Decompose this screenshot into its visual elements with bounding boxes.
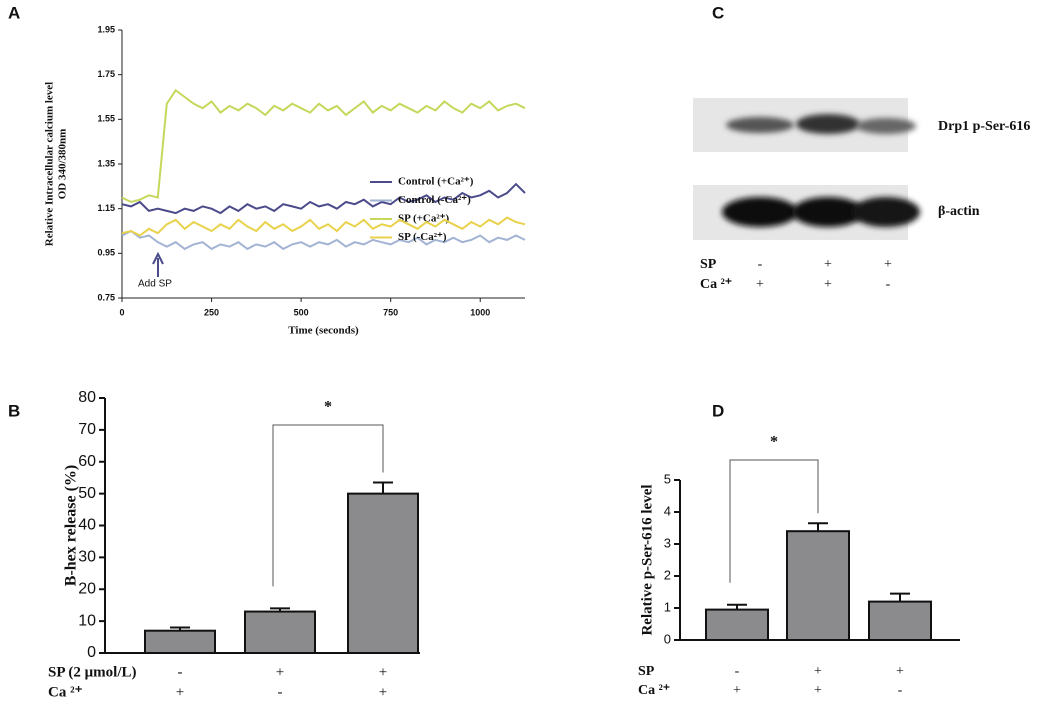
blot-band xyxy=(852,197,920,227)
y-tick-label: 60 xyxy=(78,453,96,470)
condition-label: SP (2 μmol/L) xyxy=(48,664,137,680)
y-tick-label: 0.95 xyxy=(97,248,115,258)
y-tick-label: 4 xyxy=(664,503,671,518)
bar xyxy=(244,610,316,654)
series-line xyxy=(121,88,526,204)
legend-label: Control (-Ca²⁺) xyxy=(398,194,471,206)
x-tick-label: 250 xyxy=(204,307,219,317)
panel-label: D xyxy=(712,401,724,420)
condition-mark: - xyxy=(886,277,891,292)
blot xyxy=(693,98,920,240)
bar xyxy=(705,608,769,641)
annotation-arrow xyxy=(152,251,164,277)
condition-label: Ca ²⁺ xyxy=(48,684,83,700)
y-tick-label: 40 xyxy=(78,517,96,534)
y-tick-label: 30 xyxy=(78,549,96,566)
y-tick-label: 1.15 xyxy=(97,203,115,213)
condition-mark: + xyxy=(814,664,822,679)
bar xyxy=(347,492,419,654)
significance-label: * xyxy=(770,434,778,451)
band-label: Drp1 p-Ser-616 xyxy=(938,119,1030,134)
y-tick-label: 0 xyxy=(87,644,96,661)
y-tick-label: 80 xyxy=(78,389,96,406)
y-axis-label: Relative Intracellular calcium level xyxy=(44,82,56,246)
condition-mark: + xyxy=(814,683,822,698)
y-tick-label: 3 xyxy=(664,535,671,550)
condition-mark: + xyxy=(379,684,387,700)
y-tick-label: 50 xyxy=(78,485,96,502)
condition-mark: - xyxy=(758,257,763,272)
panel-label: A xyxy=(8,3,20,22)
y-tick-label: 1.75 xyxy=(97,69,115,79)
y-tick-label: 1 xyxy=(664,599,671,614)
band-label: β-actin xyxy=(938,204,980,219)
annotation: Add SP xyxy=(138,279,172,290)
condition-mark: + xyxy=(756,277,764,292)
y-tick-label: 1.55 xyxy=(97,114,115,124)
panel-label: B xyxy=(8,401,20,420)
condition-mark: + xyxy=(276,664,284,680)
y-axis-label: OD 340/380nm xyxy=(57,129,69,200)
x-tick-label: 1000 xyxy=(470,307,490,317)
condition-label: Ca ²⁺ xyxy=(638,683,670,698)
y-tick-label: 5 xyxy=(664,471,671,486)
condition-mark: - xyxy=(178,664,183,680)
condition-mark: + xyxy=(824,257,832,272)
condition-mark: + xyxy=(176,684,184,700)
panel-label: C xyxy=(712,3,724,22)
blot-band xyxy=(792,197,864,227)
condition-mark: - xyxy=(735,664,740,679)
significance-bracket xyxy=(729,459,819,583)
condition-label: Ca ²⁺ xyxy=(700,277,732,292)
condition-mark: - xyxy=(898,683,903,698)
condition-mark: + xyxy=(733,683,741,698)
y-tick-label: 0.75 xyxy=(97,292,115,302)
condition-mark: + xyxy=(896,664,904,679)
significance-bracket xyxy=(272,424,384,587)
condition-mark: + xyxy=(379,664,387,680)
y-tick-label: 1.35 xyxy=(97,158,115,168)
condition-label: SP xyxy=(638,664,655,679)
bar xyxy=(144,629,216,654)
x-tick-label: 0 xyxy=(119,307,124,317)
blot-band xyxy=(796,114,860,134)
condition-label: SP xyxy=(700,257,717,272)
y-axis-label: B-hex release (%) xyxy=(63,465,80,586)
x-axis-label: Time (seconds) xyxy=(288,325,359,337)
x-tick-label: 750 xyxy=(383,307,398,317)
series-line xyxy=(121,182,526,215)
y-tick-label: 0 xyxy=(664,631,671,646)
series-line xyxy=(121,216,526,237)
bar xyxy=(868,600,932,641)
y-tick-label: 2 xyxy=(664,567,671,582)
condition-mark: + xyxy=(824,277,832,292)
legend-label: Control (+Ca²⁺) xyxy=(398,176,474,188)
y-tick-label: 70 xyxy=(78,421,96,438)
blot-band xyxy=(856,118,916,134)
blot-band xyxy=(726,117,794,133)
y-tick-label: 20 xyxy=(78,580,96,597)
legend-label: SP (+Ca²⁺) xyxy=(398,213,449,225)
y-tick-label: 1.95 xyxy=(97,24,115,34)
y-axis-label: Relative p-Ser-616 level xyxy=(639,484,655,635)
x-tick-label: 500 xyxy=(294,307,309,317)
blot-band xyxy=(722,197,798,227)
significance-label: * xyxy=(324,399,332,416)
y-tick-label: 10 xyxy=(78,612,96,629)
series-line xyxy=(121,229,526,251)
bar xyxy=(786,530,850,642)
legend-label: SP (-Ca²⁺) xyxy=(398,231,447,243)
condition-mark: + xyxy=(884,257,892,272)
condition-mark: - xyxy=(278,684,283,700)
